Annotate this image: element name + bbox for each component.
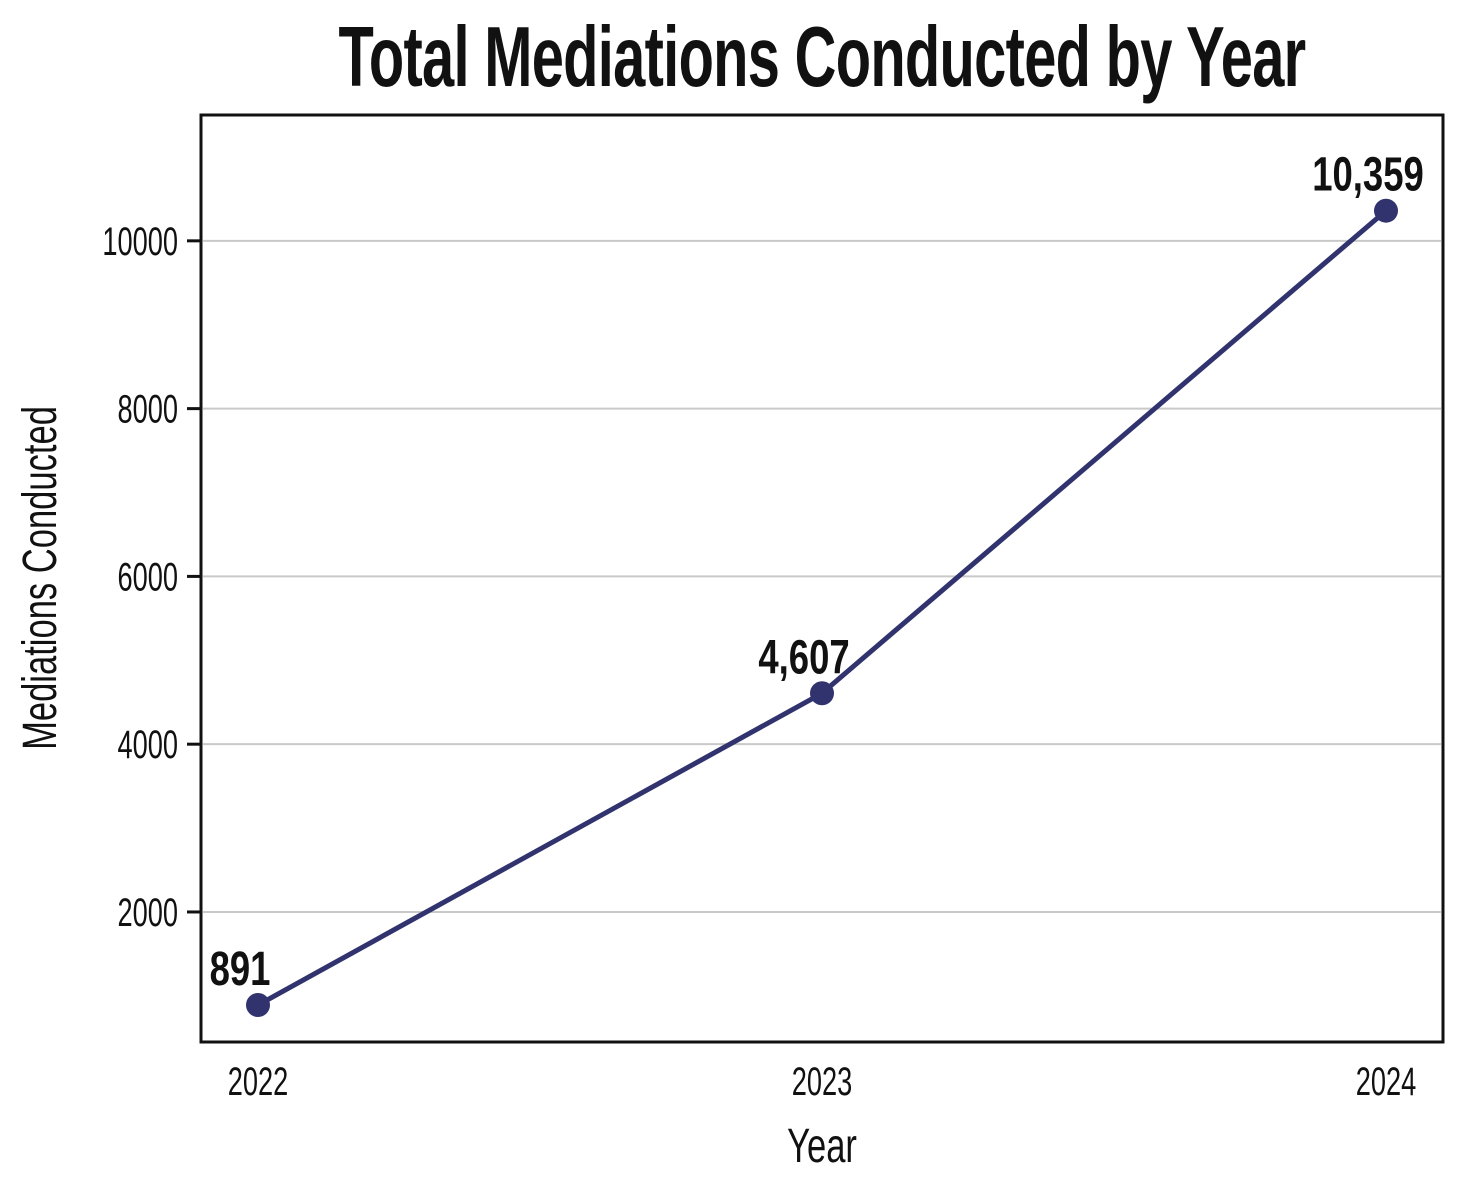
y-tick-label: 10000 xyxy=(102,220,178,264)
y-tick-label: 6000 xyxy=(118,555,178,599)
y-tick-label: 8000 xyxy=(118,388,178,432)
x-tick-label: 2023 xyxy=(792,1060,852,1104)
data-point-marker xyxy=(1374,198,1398,223)
x-tick-label: 2024 xyxy=(1356,1060,1416,1104)
y-tick-label: 2000 xyxy=(118,891,178,935)
x-tick-label: 2022 xyxy=(228,1060,288,1104)
x-axis-label: Year xyxy=(787,1118,857,1172)
data-point-label: 891 xyxy=(210,942,271,996)
y-tick-label: 4000 xyxy=(118,723,178,767)
data-point-marker xyxy=(810,681,834,706)
data-point-marker xyxy=(246,993,270,1018)
data-point-label: 4,607 xyxy=(758,630,849,684)
y-axis-label: Mediations Conducted xyxy=(12,406,66,750)
plot-border xyxy=(199,113,1445,1044)
chart-title: Total Mediations Conducted by Year xyxy=(339,10,1306,105)
series-line xyxy=(255,208,1389,1008)
plot-area: 2000 4000 6000 8000 10000 2022 2023 2024 891 4,60… xyxy=(102,113,1445,1104)
data-point-label: 10,359 xyxy=(1312,148,1424,202)
